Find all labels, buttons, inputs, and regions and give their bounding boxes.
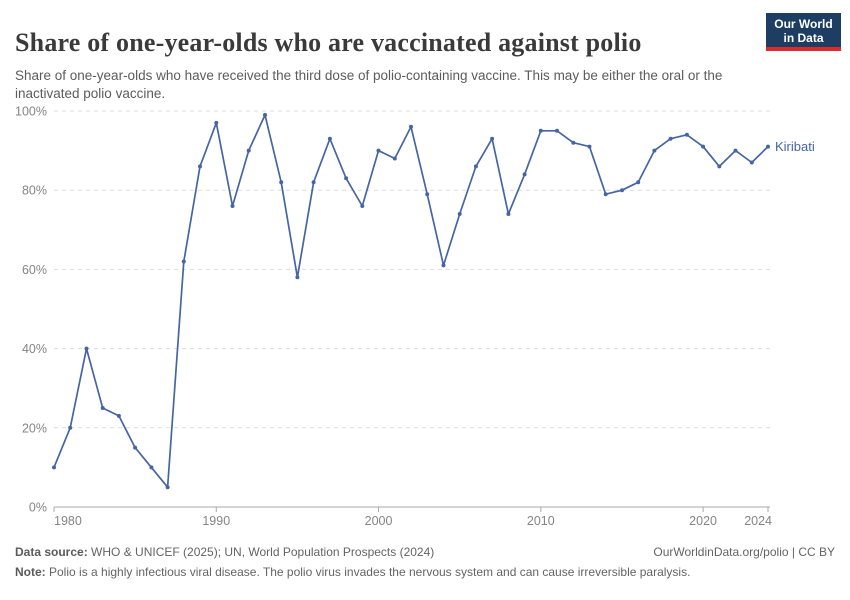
logo-stripe [766,47,841,51]
data-point [230,204,235,208]
data-point [749,160,754,165]
y-tick-label: 80% [22,184,47,198]
data-point [246,148,251,153]
license-link[interactable]: OurWorldinData.org/polio | CC BY [653,545,835,559]
data-point [68,425,73,430]
data-point [279,180,284,185]
data-point [620,188,624,193]
x-tick-label: 2000 [365,514,393,528]
data-point [668,136,673,141]
series-line [53,114,769,489]
page-subtitle: Share of one-year-olds who have received… [15,67,723,102]
source-text: WHO & UNICEF (2025); UN, World Populatio… [87,545,435,559]
data-point [652,148,657,153]
data-point [636,180,641,185]
data-point [214,120,219,125]
data-point [441,263,446,268]
data-point [717,164,722,169]
data-point [344,176,349,181]
data-point [116,413,121,418]
data-point [52,465,56,470]
data-point [684,132,689,137]
data-point [473,164,478,169]
data-point [555,128,559,133]
data-point [198,164,202,169]
data-point [522,172,527,177]
data-point [100,406,105,410]
data-point [133,445,138,450]
x-tick-label: 1980 [54,514,82,528]
data-point [701,144,706,149]
logo-line2: in Data [783,31,824,45]
data-point [327,136,332,141]
data-point [538,128,543,133]
data-point [376,148,381,153]
data-point [360,204,365,208]
entity-label: Kiribati [775,139,815,154]
note-line: Note: Polio is a highly infectious viral… [15,565,835,580]
data-point [84,346,89,351]
data-point [392,156,397,161]
data-point [766,144,770,149]
source-text-wrap: Data source: WHO & UNICEF (2025); UN, Wo… [15,545,434,560]
owid-logo[interactable]: Our World in Data [766,13,841,51]
data-point [181,259,186,264]
data-point [457,212,462,216]
logo-line1: Our World [774,17,833,31]
data-point [603,192,608,197]
y-tick-label: 40% [22,342,47,356]
data-point [409,124,413,129]
page-title: Share of one-year-olds who are vaccinate… [15,28,642,58]
data-point [571,140,576,145]
data-point [506,212,511,216]
data-point [587,144,592,149]
source-line: Data source: WHO & UNICEF (2025); UN, Wo… [15,545,835,560]
x-tick-label: 2024 [744,514,772,528]
y-tick-label: 20% [22,421,47,435]
y-tick-label: 0% [29,501,47,515]
data-point [490,136,495,141]
data-point [295,275,300,280]
footer: Data source: WHO & UNICEF (2025); UN, Wo… [15,545,835,581]
note-label: Note: [15,565,46,580]
data-point [263,113,267,117]
data-point [425,192,430,197]
data-point [311,180,316,185]
data-point [149,465,154,470]
data-point [733,148,738,153]
y-tick-label: 100% [15,105,47,119]
source-label: Data source: [15,545,88,559]
x-tick-label: 2010 [527,514,555,528]
x-tick-label: 1990 [202,514,230,528]
note-text: Polio is a highly infectious viral disea… [45,565,691,580]
x-tick-label: 2020 [689,514,717,528]
y-tick-label: 60% [22,263,47,277]
data-point [165,485,170,490]
